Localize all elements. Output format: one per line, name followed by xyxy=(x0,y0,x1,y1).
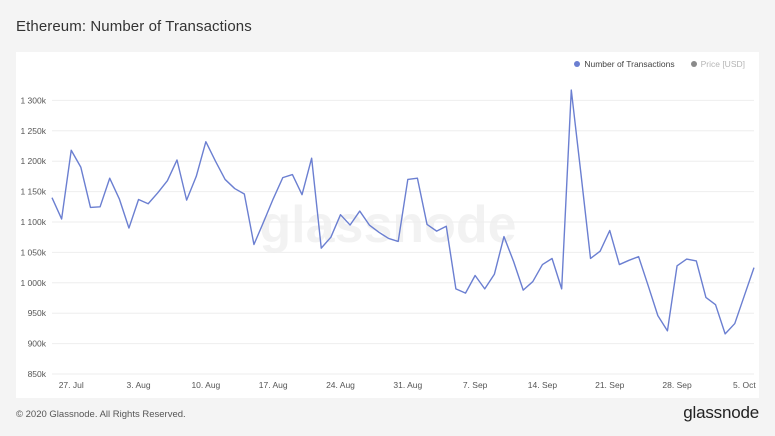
x-tick-label: 21. Sep xyxy=(595,380,625,390)
y-tick-label: 1 000k xyxy=(20,278,46,288)
x-tick-label: 5. Oct xyxy=(733,380,756,390)
chart-title: Ethereum: Number of Transactions xyxy=(16,18,252,35)
chart-legend: Number of Transactions Price [USD] xyxy=(574,59,745,69)
x-tick-label: 24. Aug xyxy=(326,380,355,390)
y-tick-label: 1 050k xyxy=(20,247,46,257)
y-tick-label: 950k xyxy=(28,308,47,318)
y-tick-label: 1 250k xyxy=(20,126,46,136)
x-tick-label: 7. Sep xyxy=(463,380,488,390)
y-tick-label: 1 150k xyxy=(20,187,46,197)
x-tick-label: 10. Aug xyxy=(191,380,220,390)
legend-label: Number of Transactions xyxy=(584,59,675,69)
y-tick-label: 1 100k xyxy=(20,217,46,227)
y-tick-label: 850k xyxy=(28,369,47,379)
x-tick-label: 14. Sep xyxy=(528,380,558,390)
x-tick-label: 3. Aug xyxy=(126,380,150,390)
legend-dot-icon xyxy=(574,61,581,67)
x-tick-label: 31. Aug xyxy=(393,380,422,390)
x-tick-label: 28. Sep xyxy=(662,380,692,390)
legend-item-price[interactable]: Price [USD] xyxy=(690,59,745,69)
y-tick-label: 900k xyxy=(28,339,47,349)
copyright-text: © 2020 Glassnode. All Rights Reserved. xyxy=(16,409,186,420)
line-chart: 850k 900k 950k 1 000k 1 050k 1 100k 1 150k 1 20… xyxy=(20,89,756,390)
y-tick-label: 1 200k xyxy=(20,156,46,166)
y-tick-label: 1 300k xyxy=(20,95,46,105)
legend-label: Price [USD] xyxy=(700,59,745,69)
x-tick-label: 27. Jul xyxy=(59,380,84,390)
chart-panel: glassnode 850k 900k 950k 1 000k 1 050k 1 100k… xyxy=(16,52,759,398)
legend-dot-icon xyxy=(690,61,697,67)
x-tick-label: 17. Aug xyxy=(259,380,288,390)
legend-item-transactions[interactable]: Number of Transactions xyxy=(574,59,675,69)
series-line-transactions xyxy=(51,89,755,335)
glassnode-logo[interactable]: glassnode xyxy=(683,403,759,422)
